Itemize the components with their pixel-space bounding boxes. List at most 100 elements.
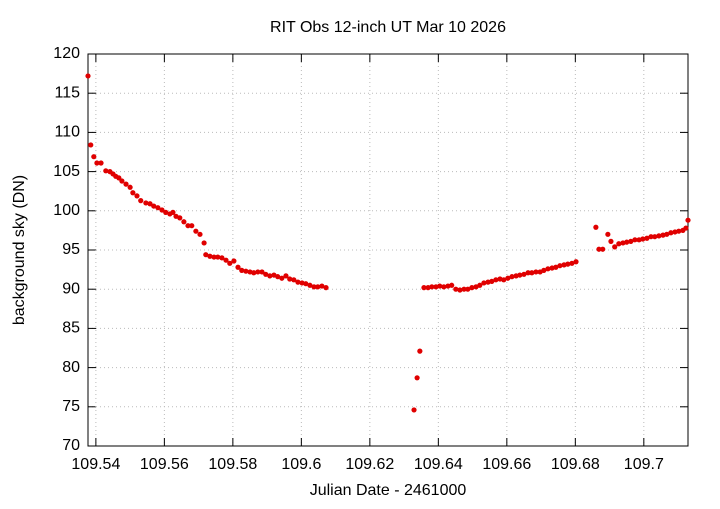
y-tick-label: 85 <box>62 320 80 337</box>
point <box>291 277 297 283</box>
point <box>685 217 691 223</box>
y-axis-title: background sky (DN) <box>11 175 28 325</box>
point <box>203 252 209 258</box>
x-tick-label: 109.56 <box>140 456 189 473</box>
point <box>259 269 265 275</box>
x-tick-label: 109.54 <box>71 456 120 473</box>
point <box>648 234 654 240</box>
point <box>596 246 602 252</box>
point <box>123 181 129 187</box>
point <box>449 282 455 288</box>
point <box>608 238 614 244</box>
point <box>545 266 551 272</box>
point <box>197 231 203 237</box>
y-tick-label: 80 <box>62 359 80 376</box>
point <box>267 273 273 279</box>
point <box>525 270 531 276</box>
point <box>189 223 195 229</box>
point <box>616 241 622 247</box>
point <box>664 231 670 237</box>
y-tick-label: 100 <box>53 202 80 219</box>
y-tick-label: 120 <box>53 45 80 62</box>
point <box>239 267 245 273</box>
point <box>593 224 599 230</box>
point <box>255 269 261 275</box>
point <box>219 255 225 261</box>
point <box>414 375 420 381</box>
point <box>461 286 467 292</box>
y-tick-label: 110 <box>54 124 80 141</box>
point <box>493 277 499 283</box>
point <box>628 238 634 244</box>
x-tick-label: 109.7 <box>624 456 664 473</box>
point <box>605 231 611 237</box>
point <box>501 277 507 283</box>
point <box>193 228 199 234</box>
point <box>469 285 475 291</box>
point <box>263 271 269 277</box>
point <box>541 267 547 273</box>
y-tick-label: 105 <box>53 163 80 180</box>
point <box>668 230 674 236</box>
point <box>127 184 133 190</box>
x-tick-label: 109.62 <box>345 456 394 473</box>
point <box>453 286 459 292</box>
point <box>303 281 309 287</box>
point <box>612 244 618 250</box>
x-tick-label: 109.66 <box>482 456 531 473</box>
point <box>505 275 511 281</box>
point <box>652 234 658 240</box>
point <box>632 237 638 243</box>
point <box>565 261 571 267</box>
point <box>243 268 249 274</box>
point <box>457 287 463 293</box>
point <box>181 219 187 225</box>
point <box>417 348 423 354</box>
point <box>569 260 575 266</box>
point <box>509 274 515 280</box>
point <box>85 73 91 79</box>
point <box>295 279 301 285</box>
point <box>170 209 176 215</box>
point <box>155 205 161 211</box>
point <box>441 284 447 290</box>
point <box>91 154 97 160</box>
point <box>211 254 217 260</box>
point <box>88 142 94 148</box>
point <box>557 263 563 269</box>
point <box>143 200 149 206</box>
point <box>307 282 313 288</box>
point <box>283 273 289 279</box>
x-tick-label: 109.64 <box>414 456 463 473</box>
point <box>465 286 471 292</box>
point <box>644 235 650 241</box>
point <box>130 190 136 196</box>
y-tick-label: 70 <box>62 437 80 454</box>
point <box>147 201 153 207</box>
y-tick-label: 115 <box>54 84 80 101</box>
x-tick-label: 109.58 <box>208 456 257 473</box>
point <box>163 209 169 215</box>
point <box>489 278 495 284</box>
point <box>287 276 293 282</box>
point <box>251 270 257 276</box>
y-tick-label: 90 <box>62 280 80 297</box>
point <box>235 264 241 270</box>
point <box>119 178 125 184</box>
point <box>429 284 435 290</box>
point <box>640 236 646 242</box>
point <box>521 271 527 277</box>
point <box>138 198 144 204</box>
point <box>185 223 191 229</box>
point <box>177 215 183 221</box>
point <box>437 283 443 289</box>
chart-title: RIT Obs 12-inch UT Mar 10 2026 <box>270 19 506 36</box>
point <box>319 283 325 289</box>
point <box>151 203 157 209</box>
point <box>600 246 606 252</box>
point <box>517 272 523 278</box>
point <box>573 259 579 265</box>
point <box>529 270 535 276</box>
point <box>323 285 329 291</box>
point <box>656 233 662 239</box>
